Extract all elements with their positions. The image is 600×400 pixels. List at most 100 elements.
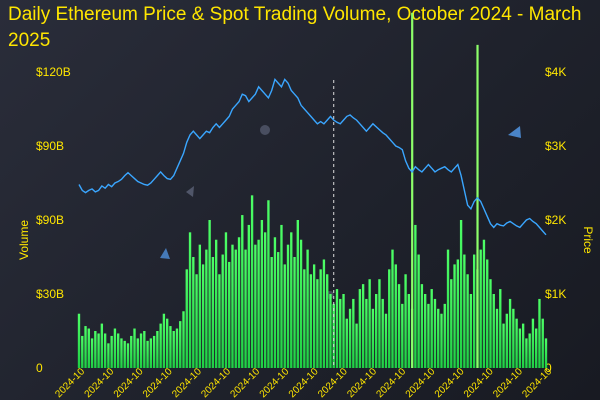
volume-bar bbox=[492, 294, 495, 368]
volume-bar bbox=[391, 249, 394, 368]
left-tick-label: 0 bbox=[36, 361, 43, 375]
volume-bar bbox=[290, 232, 293, 368]
volume-bar bbox=[361, 284, 365, 368]
volume-bar bbox=[502, 323, 505, 368]
volume-bar bbox=[335, 289, 339, 368]
left-tick-label: $120B bbox=[36, 65, 71, 79]
volume-bar bbox=[446, 249, 450, 368]
volume-bar bbox=[515, 318, 518, 368]
x-tick-label: 2024-10 bbox=[141, 366, 175, 400]
volume-bar bbox=[234, 249, 237, 368]
x-tick-label: 2024-10 bbox=[170, 366, 204, 400]
volume-bar bbox=[175, 328, 179, 368]
volume-bar bbox=[538, 298, 541, 368]
volume-bar bbox=[525, 338, 528, 368]
right-axis-ticks: 0 $1K $2K $3K $4K bbox=[545, 65, 566, 375]
x-tick-label: 2024-10 bbox=[462, 366, 496, 400]
volume-bar bbox=[535, 328, 538, 368]
volume-bar bbox=[371, 308, 375, 368]
volume-bar bbox=[417, 254, 420, 368]
decorative-blur-dot bbox=[260, 125, 270, 135]
volume-bar bbox=[218, 274, 221, 368]
volume-bar bbox=[355, 323, 358, 368]
volume-bar bbox=[286, 244, 290, 368]
volume-bar bbox=[420, 284, 424, 368]
volume-bar bbox=[133, 328, 136, 368]
volume-bar bbox=[472, 254, 476, 368]
volume-bar bbox=[423, 294, 427, 368]
volume-bar bbox=[107, 343, 110, 368]
volume-bar bbox=[273, 237, 277, 368]
volume-bar bbox=[381, 298, 384, 368]
volume-bar bbox=[211, 257, 215, 368]
volume-bar bbox=[303, 269, 306, 368]
volume-bar bbox=[188, 232, 192, 368]
volume-bar bbox=[254, 244, 257, 368]
volume-bar bbox=[342, 294, 345, 368]
volume-bar bbox=[149, 338, 153, 368]
volume-bar bbox=[201, 264, 205, 368]
volume-bar bbox=[172, 331, 175, 368]
volume-bar bbox=[270, 257, 273, 368]
volume-bar bbox=[404, 274, 407, 368]
right-tick-label: $3K bbox=[545, 139, 566, 153]
decorations bbox=[160, 125, 521, 299]
volume-bar bbox=[162, 313, 166, 368]
x-tick-label: 2024-10 bbox=[53, 366, 87, 400]
x-tick-label: 2024-10 bbox=[404, 366, 438, 400]
volume-bar bbox=[316, 279, 319, 368]
volume-bar bbox=[479, 249, 482, 368]
volume-bar bbox=[156, 331, 159, 368]
volume-bar bbox=[401, 303, 404, 368]
volume-bar bbox=[433, 298, 437, 368]
volume-bar bbox=[250, 195, 254, 368]
left-axis-label: Volume bbox=[17, 220, 31, 260]
volume-bar bbox=[368, 279, 371, 368]
volume-bar bbox=[224, 232, 228, 368]
volume-bar bbox=[257, 239, 260, 368]
volume-bar bbox=[113, 328, 117, 368]
volume-bar bbox=[195, 274, 198, 368]
volume-bar bbox=[231, 244, 234, 368]
volume-bar bbox=[159, 323, 162, 368]
volume-bar bbox=[430, 289, 433, 368]
left-tick-label: $30B bbox=[36, 287, 64, 301]
volume-bar bbox=[299, 239, 303, 368]
decorative-triangle-icon bbox=[160, 248, 170, 259]
volume-bar bbox=[332, 303, 335, 368]
x-tick-label: 2024-10 bbox=[491, 366, 525, 400]
volume-bar bbox=[123, 340, 126, 368]
volume-bar bbox=[528, 333, 531, 368]
right-tick-label: $2K bbox=[545, 213, 566, 227]
volume-bar bbox=[192, 257, 195, 368]
volume-bar bbox=[450, 279, 453, 368]
volume-bar bbox=[90, 338, 94, 368]
left-axis-ticks: 0 $30B $90B $90B $120B bbox=[36, 65, 71, 375]
volume-bar bbox=[263, 232, 267, 368]
chart-title: Daily Ethereum Price & Spot Trading Volu… bbox=[8, 4, 582, 51]
volume-bar bbox=[512, 308, 515, 368]
volume-bar bbox=[94, 331, 97, 368]
volume-bar bbox=[319, 269, 322, 368]
x-tick-label: 2024-10 bbox=[112, 366, 146, 400]
volume-bar bbox=[179, 321, 182, 368]
volume-bar bbox=[100, 323, 104, 368]
volume-bar bbox=[280, 224, 283, 368]
volume-bar bbox=[463, 254, 466, 368]
volume-bar bbox=[518, 328, 522, 368]
volume-bar bbox=[508, 298, 512, 368]
volume-bar bbox=[117, 333, 120, 368]
volume-bar bbox=[443, 303, 446, 368]
volume-bar bbox=[521, 323, 525, 368]
x-tick-label: 2024-10 bbox=[433, 366, 467, 400]
volume-bar bbox=[260, 220, 264, 368]
x-tick-label: 2024-10 bbox=[287, 366, 321, 400]
volume-bar bbox=[182, 311, 185, 368]
volume-spike-bar bbox=[476, 44, 479, 369]
volume-bar bbox=[388, 269, 391, 368]
volume-bar bbox=[110, 335, 113, 368]
volume-bar bbox=[77, 313, 81, 368]
volume-bar bbox=[205, 249, 208, 368]
volume-bar bbox=[453, 264, 456, 368]
